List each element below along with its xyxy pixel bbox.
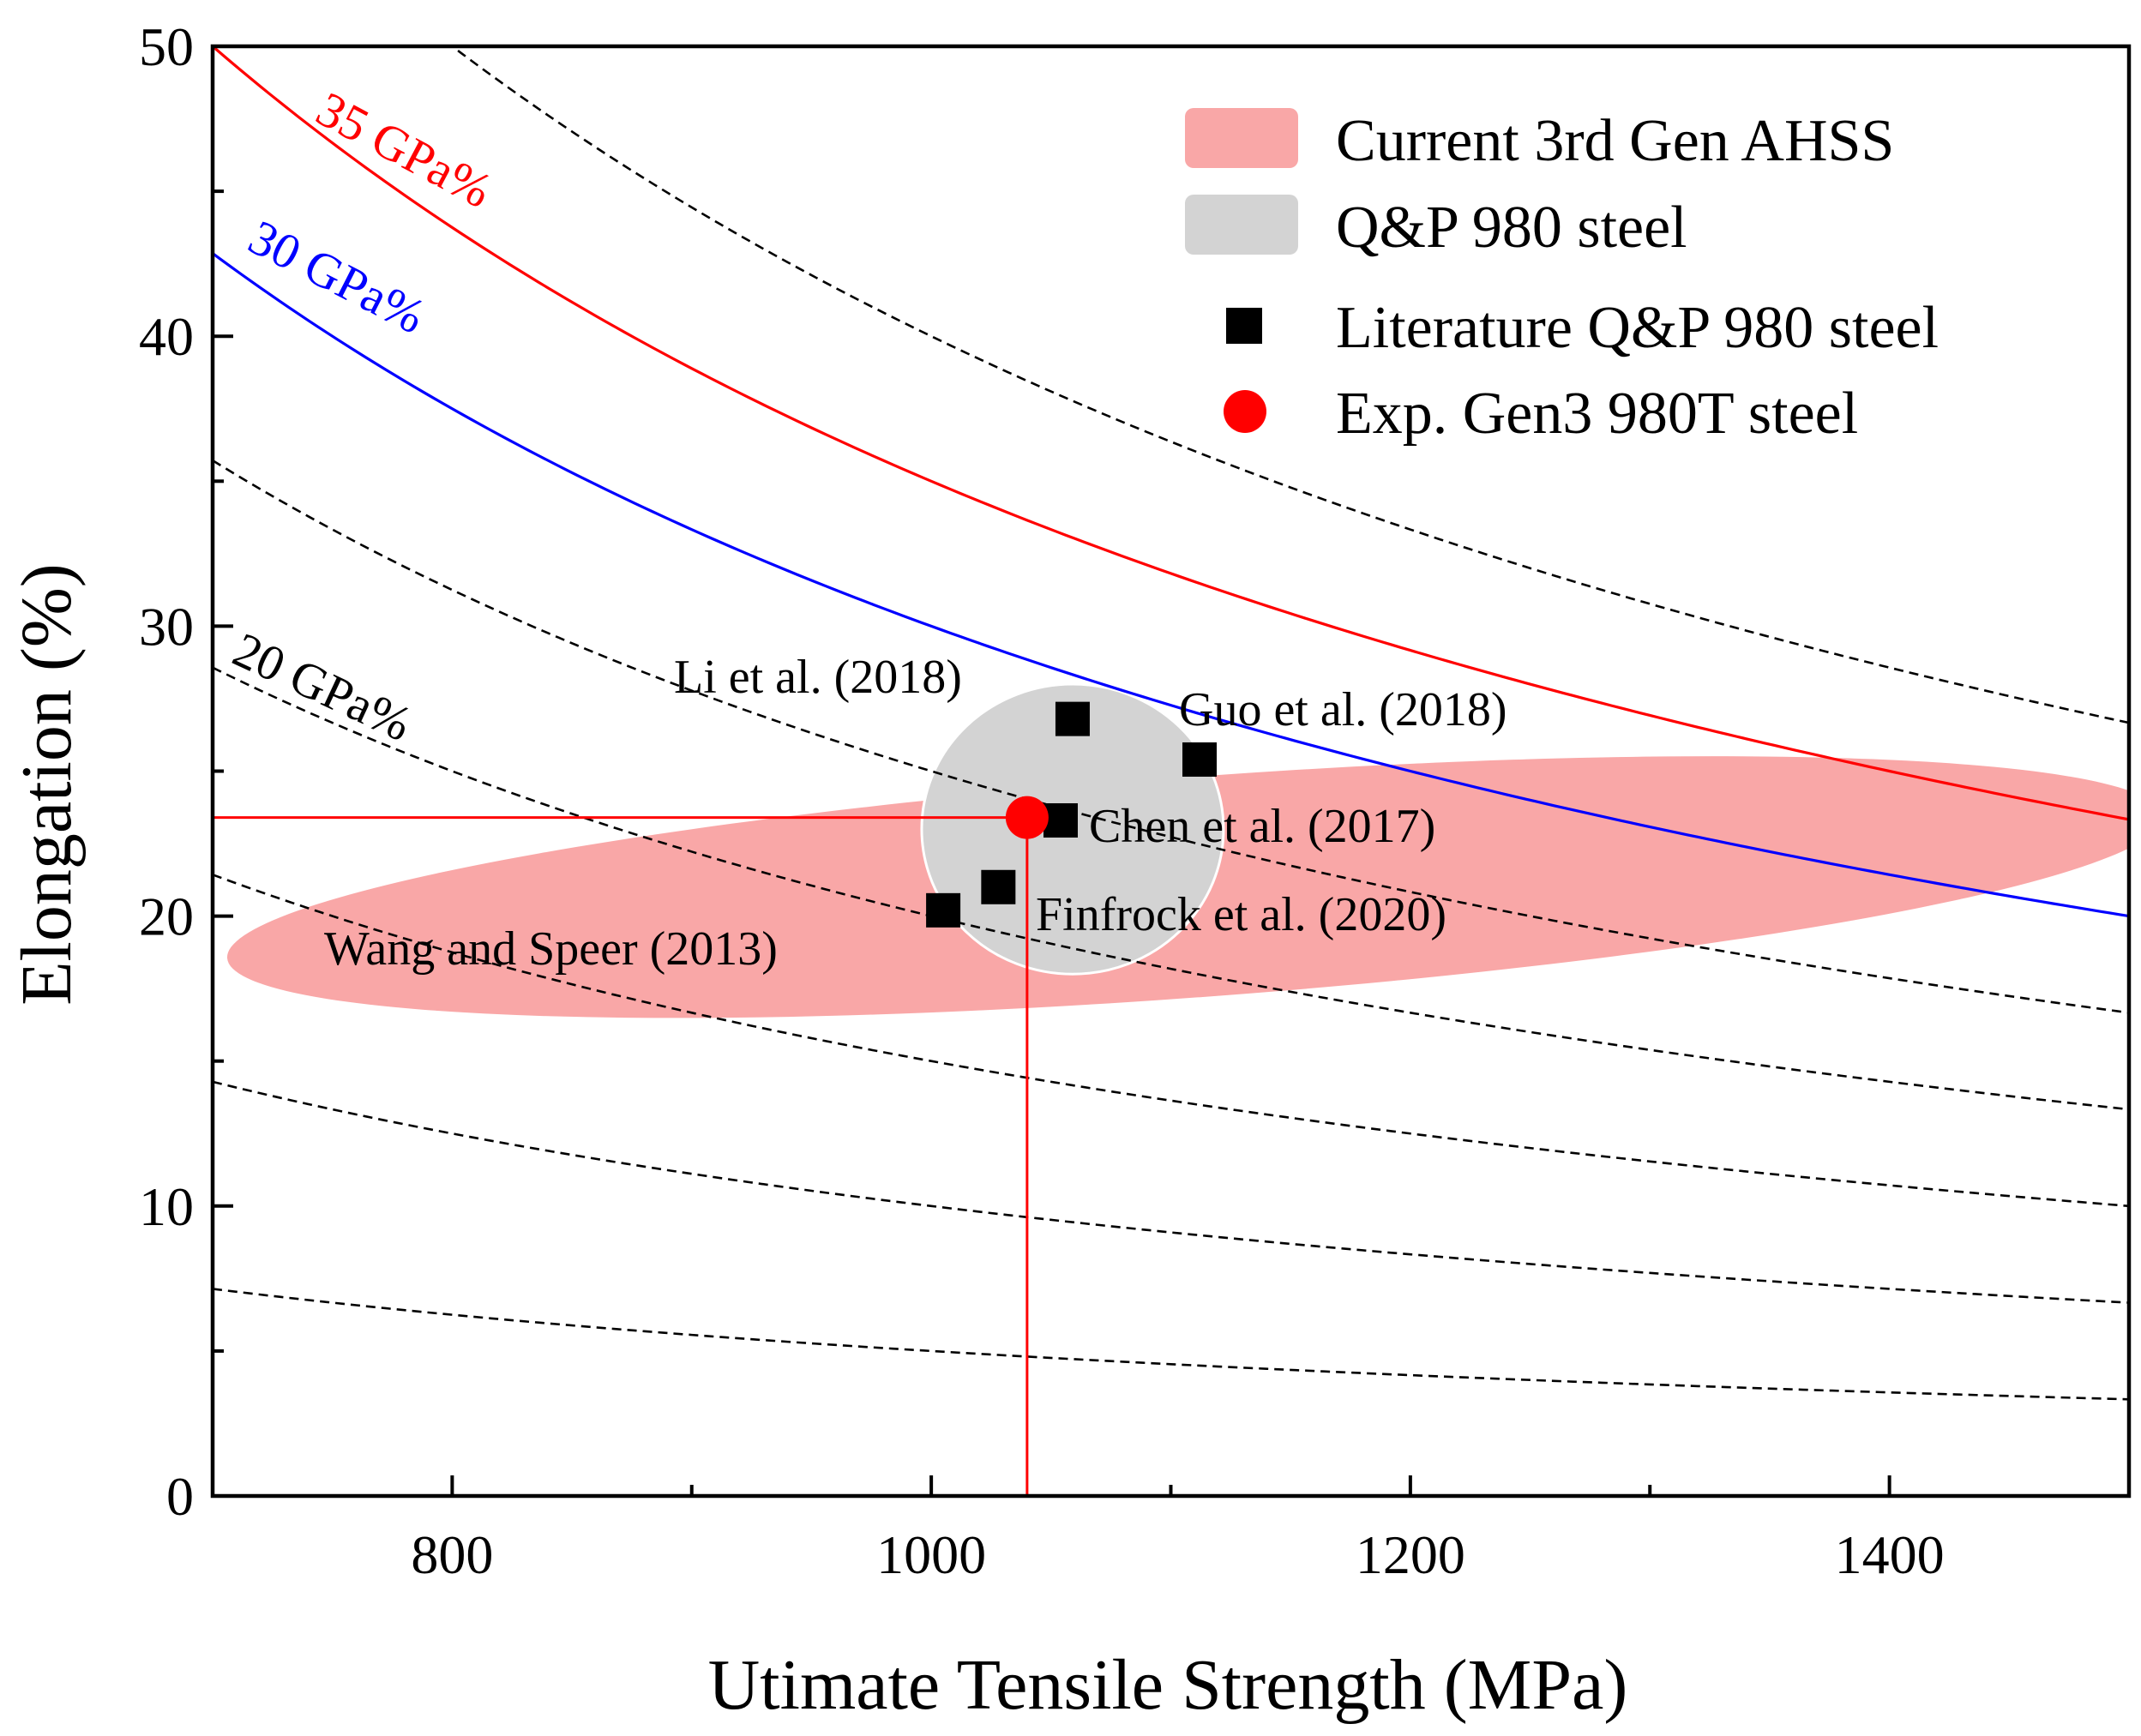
data-points	[926, 701, 1218, 928]
reference-lines	[213, 816, 1029, 1496]
legend-label-lit: Literature Q&P 980 steel	[1336, 295, 1939, 361]
curve-10-gpa-pct	[213, 1080, 2129, 1304]
legend-label-qp: Q&P 980 steel	[1336, 195, 1687, 261]
legend-swatch-qp	[1185, 195, 1298, 255]
curve-35-gpa-pct	[213, 46, 2129, 821]
y-tick-label-20: 20	[139, 886, 194, 947]
annotation-li-et-al-2018: Li et al. (2018)	[674, 651, 962, 704]
plot-area	[213, 46, 2129, 1496]
annotation-finfrock-et-al-2020: Finfrock et al. (2020)	[1036, 888, 1446, 941]
experimental-point	[1005, 796, 1049, 839]
x-tick-label-800: 800	[411, 1524, 493, 1585]
annotation-wang-and-speer-2013: Wang and Speer (2013)	[324, 922, 778, 976]
curve-15-gpa-pct	[213, 874, 2129, 1208]
curve-30-gpa-pct	[213, 252, 2129, 918]
legend-swatch-ahss	[1185, 108, 1298, 168]
y-tick-label-10: 10	[139, 1176, 194, 1237]
x-tick-label-1000: 1000	[876, 1524, 986, 1585]
literature-point-wang-and-speer-2013	[926, 892, 961, 928]
literature-point-chen-et-al-2017	[1043, 802, 1078, 838]
legend-label-ahss: Current 3rd Gen AHSS	[1336, 108, 1894, 174]
x-tick-label-1400: 1400	[1835, 1524, 1945, 1585]
literature-point-li-et-al-2018	[1055, 701, 1090, 736]
literature-point-guo-et-al-2018	[1182, 742, 1218, 777]
x-tick-label-1200: 1200	[1356, 1524, 1465, 1585]
x-axis-title: Utimate Tensile Strength (MPa)	[708, 1645, 1628, 1725]
legend-swatch-lit	[1226, 308, 1262, 344]
curve-40-gpa-pct	[450, 46, 2129, 724]
annotation-guo-et-al-2018: Guo et al. (2018)	[1179, 683, 1507, 736]
legend-label-exp: Exp. Gen3 980T steel	[1336, 381, 1858, 447]
axes: 800 1000 1200 1400 0 10 20 30 40 50	[139, 16, 1945, 1585]
curve-20-gpa-pct	[213, 666, 2129, 1111]
literature-point-finfrock-et-al-2020	[981, 869, 1016, 904]
curve-25-gpa-pct	[213, 460, 2129, 1014]
y-axis-title: Elongation (%)	[7, 563, 87, 1006]
constant-product-curves	[213, 46, 2129, 1401]
y-tick-label-40: 40	[139, 306, 194, 367]
y-tick-label-0: 0	[166, 1466, 194, 1527]
curve-5-gpa-pct	[213, 1288, 2129, 1401]
legend: Current 3rd Gen AHSS Q&P 980 steel Literat…	[1185, 108, 1939, 447]
annotation-chen-et-al-2017: Chen et al. (2017)	[1089, 800, 1435, 853]
y-tick-label-50: 50	[139, 16, 194, 77]
y-tick-label-30: 30	[139, 596, 194, 657]
legend-swatch-exp	[1224, 390, 1266, 433]
